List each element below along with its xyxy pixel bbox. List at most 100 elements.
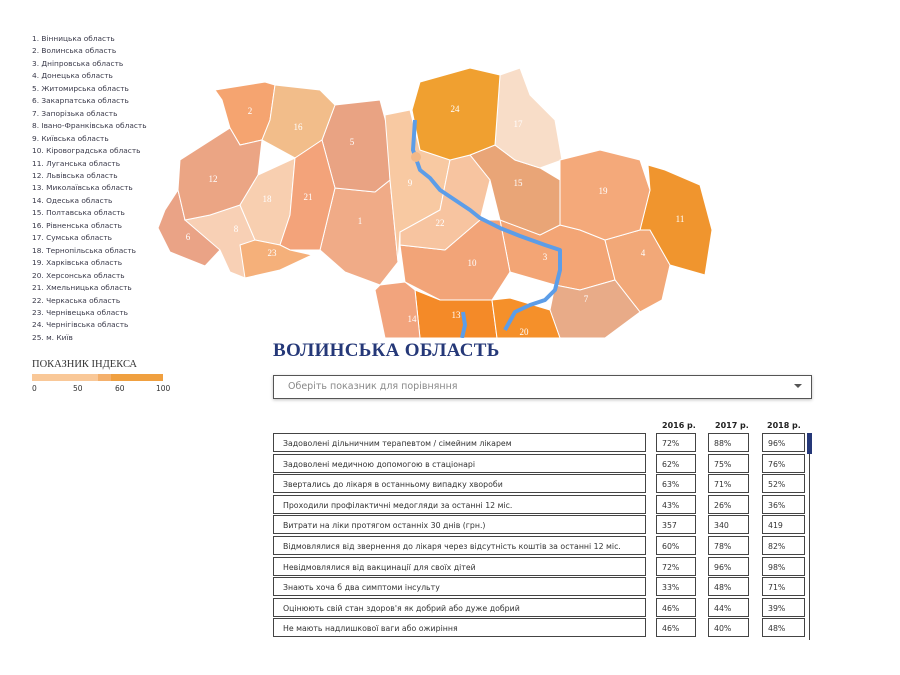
- region-label: 16: [294, 122, 304, 132]
- value-cell: 60%: [656, 536, 696, 555]
- index-legend-title: ПОКАЗНИК ІНДЕКСА: [32, 359, 138, 370]
- region-list-item: 3. Дніпровська область: [32, 58, 124, 68]
- region-25-kyiv-city[interactable]: [411, 152, 421, 162]
- value-cell: 96%: [708, 556, 749, 576]
- region-list-item: 10. Кіровоградська область: [32, 146, 141, 156]
- indicator-label: Проходили профілактичні медогляди за ост…: [273, 494, 646, 514]
- region-label: 24: [451, 104, 461, 114]
- region-label: 8: [234, 224, 239, 234]
- region-list-item: 8. Івано-Франківська область: [32, 121, 147, 131]
- region-list-item: 23. Чернівецька область: [32, 307, 128, 317]
- region-21[interactable]: [279, 139, 336, 251]
- indicator-label: Знають хоча б два симптоми інсульту: [273, 577, 646, 597]
- region-19[interactable]: [559, 149, 651, 241]
- value-cell: 340: [708, 515, 749, 535]
- value-cell: 48%: [762, 618, 805, 638]
- value-cell: 26%: [708, 494, 749, 514]
- region-list-item: 21. Хмельницька область: [32, 283, 132, 293]
- value-cell: 44%: [708, 597, 749, 617]
- region-20[interactable]: [491, 297, 561, 338]
- region-23[interactable]: [239, 239, 314, 279]
- region-label: 3: [543, 252, 548, 262]
- region-list-item: 12. Львівська область: [32, 170, 118, 180]
- region-list-item: 14. Одеська область: [32, 195, 113, 205]
- region-label: 2: [248, 106, 253, 116]
- region-list-item: 7. Запорізька область: [32, 108, 118, 118]
- value-cell: 33%: [656, 577, 696, 597]
- region-list-item: 11. Луганська область: [32, 158, 121, 168]
- region-label: 10: [468, 258, 478, 268]
- region-list-item: 17. Сумська область: [32, 233, 113, 243]
- value-cell: 46%: [656, 618, 696, 638]
- region-label: 15: [514, 178, 524, 188]
- value-cell: 75%: [708, 453, 749, 473]
- scrollbar-track[interactable]: [809, 433, 810, 640]
- region-label: 9: [408, 178, 413, 188]
- value-cell: 88%: [708, 433, 749, 452]
- scrollbar-thumb[interactable]: [807, 433, 812, 454]
- indicator-label: Невідмовлялися від вакцинації для своїх …: [273, 556, 646, 576]
- scale-tick: 50: [73, 384, 83, 393]
- region-list-item: 20. Херсонська область: [32, 270, 125, 280]
- value-cell: 43%: [656, 494, 696, 514]
- region-17[interactable]: [494, 67, 563, 169]
- value-cell: 71%: [762, 577, 805, 597]
- region-list-item: 16. Рівненська область: [32, 220, 122, 230]
- region-list-item: 15. Полтавська область: [32, 208, 125, 218]
- value-cell: 82%: [762, 536, 805, 555]
- region-label: 17: [514, 119, 524, 129]
- value-cell: 76%: [762, 453, 805, 473]
- region-list-item: 6. Закарпатська область: [32, 96, 129, 106]
- indicator-label: Звертались до лікаря в останньому випадк…: [273, 474, 646, 494]
- region-14[interactable]: [374, 281, 421, 338]
- value-cell: 98%: [762, 556, 805, 576]
- region-list-item: 24. Чернігівська область: [32, 320, 129, 330]
- region-label: 13: [452, 310, 462, 320]
- region-list-item: 13. Миколаївська область: [32, 183, 133, 193]
- value-cell: 52%: [762, 474, 805, 494]
- region-label: 11: [676, 214, 685, 224]
- scale-tick: 0: [32, 384, 37, 393]
- region-list-item: 9. Київська область: [32, 133, 109, 143]
- indicator-select-placeholder: Оберіть показник для порівняння: [288, 381, 458, 392]
- indicator-select[interactable]: Оберіть показник для порівняння: [273, 375, 812, 399]
- value-cell: 36%: [762, 494, 805, 514]
- value-cell: 357: [656, 515, 696, 535]
- value-cell: 40%: [708, 618, 749, 638]
- region-24[interactable]: [411, 67, 501, 161]
- index-color-scale: [32, 374, 163, 381]
- region-label: 4: [641, 248, 646, 258]
- indicator-label: Оцінюють свій стан здоров'я як добрий аб…: [273, 597, 646, 617]
- region-label: 23: [268, 248, 278, 258]
- bug-river: [460, 311, 468, 338]
- indicator-label: Задоволені медичною допомогою в стаціона…: [273, 453, 646, 473]
- value-cell: 39%: [762, 597, 805, 617]
- region-list-item: 4. Донецька область: [32, 71, 113, 81]
- region-label: 5: [350, 137, 355, 147]
- column-header-2017: 2017 р.: [715, 421, 749, 430]
- region-label: 22: [436, 218, 445, 228]
- region-list-item: 1. Вінницька область: [32, 34, 115, 43]
- scale-segment-50-60: [97, 374, 111, 381]
- region-list-item: 5. Житомирська область: [32, 83, 129, 93]
- column-header-2018: 2018 р.: [767, 421, 801, 430]
- region-list-item: 19. Харківська область: [32, 258, 123, 268]
- region-list-item: 18. Тернопільська область: [32, 245, 136, 255]
- scale-tick: 60: [115, 384, 125, 393]
- region-label: 1: [358, 216, 363, 226]
- value-cell: 48%: [708, 577, 749, 597]
- value-cell: 96%: [762, 433, 805, 452]
- region-label: 14: [408, 314, 418, 324]
- value-cell: 71%: [708, 474, 749, 494]
- value-cell: 72%: [656, 556, 696, 576]
- value-cell: 62%: [656, 453, 696, 473]
- region-label: 12: [209, 174, 218, 184]
- dnipro-river: [411, 119, 562, 331]
- region-list-item: 22. Черкаська область: [32, 295, 121, 305]
- page-title: ВОЛИНСЬКА ОБЛАСТЬ: [273, 340, 500, 361]
- region-number-list: 1. Вінницька область 2. Волинська область…: [32, 33, 147, 344]
- region-label: 20: [520, 327, 530, 337]
- scale-segment-60-100: [110, 374, 163, 381]
- column-header-2016: 2016 р.: [662, 421, 696, 430]
